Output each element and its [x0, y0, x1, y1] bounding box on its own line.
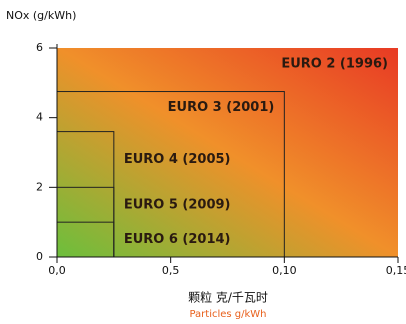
series-label: EURO 6 (2014) — [124, 232, 231, 247]
series-label: EURO 5 (2009) — [124, 197, 231, 212]
x-tick-label: 0,10 — [272, 264, 297, 277]
x-axis-label-en: Particles g/kWh — [189, 309, 266, 320]
x-axis-label: 颗粒 克/千瓦时 — [188, 290, 268, 305]
x-tick-label: 0,0 — [48, 264, 66, 277]
y-axis-label: NOx (g/kWh) — [6, 9, 76, 22]
x-tick-label: 0,5 — [162, 264, 180, 277]
y-tick-label: 6 — [36, 41, 43, 54]
x-tick-label: 0,15 — [386, 264, 406, 277]
series-label: EURO 3 (2001) — [168, 100, 275, 115]
y-tick-label: 2 — [36, 180, 43, 193]
series-label: EURO 2 (1996) — [281, 57, 388, 72]
y-tick-label: 4 — [36, 111, 43, 124]
y-tick-label: 0 — [36, 250, 43, 263]
series-label: EURO 4 (2005) — [124, 152, 231, 167]
